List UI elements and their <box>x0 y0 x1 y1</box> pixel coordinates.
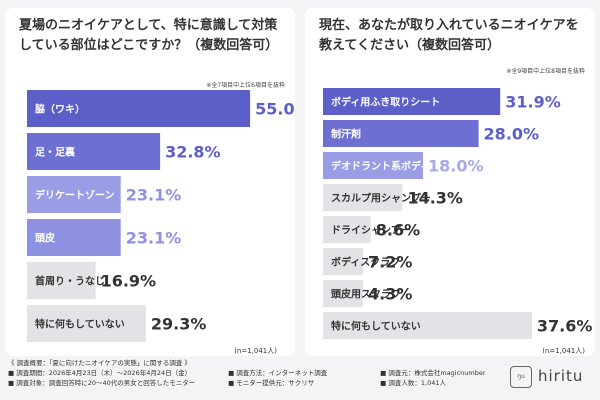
bar-1-6 <box>323 280 363 307</box>
bar-1-0 <box>323 88 501 115</box>
logo-mark-icon: ŋu <box>510 366 532 388</box>
survey-footer: 《 調査概要：「夏に向けたニオイケアの実態」に関する調査 》 ■ 調査期間：20… <box>8 358 508 388</box>
bar-label-1-6: 頭皮用スクラブ <box>331 288 401 301</box>
right-question-title: 現在、あなたが取り入れているニオイケアを教えてください（複数回答可） <box>319 18 579 53</box>
hiritu-logo: ŋu hiritu <box>510 364 596 392</box>
left-chart-panel: 夏場のニオイケアとして、特に意識して対策している部位はどこですか？（複数回答可）… <box>5 8 295 356</box>
logo-text: hiritu <box>538 367 584 385</box>
bar-value-1-6: 4.3% <box>368 285 412 304</box>
bar-label-1-3: スカルプ用シャンプー <box>331 192 431 205</box>
bar-label-0-3: 頭皮 <box>35 232 55 245</box>
bar-0-0 <box>27 90 251 127</box>
bar-value-1-1: 28.0% <box>484 125 540 144</box>
bar-value-1-3: 14.3% <box>407 189 463 208</box>
bar-label-1-1: 制汗剤 <box>331 128 361 141</box>
bar-label-1-5: ボディスクラブ <box>331 256 400 269</box>
bar-0-3 <box>27 219 121 256</box>
bar-value-1-7: 37.6% <box>537 317 593 336</box>
bar-value-1-5: 7.2% <box>368 253 412 272</box>
bar-0-4 <box>27 262 96 299</box>
bar-value-0-5: 29.3% <box>151 315 207 334</box>
footer-count: ■ 調査人数：1,041人 <box>380 379 446 387</box>
footer-period: ■ 調査期間：2026年4月23日（木）〜2026年4月24日（金） <box>8 369 192 377</box>
bar-value-0-2: 23.1% <box>126 186 182 205</box>
footer-method: ■ 調査方法：インターネット調査 <box>228 369 328 377</box>
right-bar-chart: ボディ用ふき取りシート 31.9% 制汗剤 28.0% デオドラント系ボディソープ18.… <box>323 88 593 339</box>
left-note: ※全7項目中上位6項目を抜粋 <box>206 82 285 89</box>
bar-label-0-5: 特に何もしていない <box>35 318 125 331</box>
bar-label-1-7: 特に何もしていない <box>331 320 421 333</box>
right-chart-panel: 現在、あなたが取り入れているニオイケアを教えてください（複数回答可） ※全9項目… <box>305 8 595 356</box>
right-sample-size: (n=1,041人) <box>542 347 585 355</box>
bar-1-2 <box>323 152 423 179</box>
bar-label-0-0: 脇（ワキ） <box>35 103 85 116</box>
bar-label-0-2: デリケートゾーン <box>35 189 115 202</box>
bar-1-1 <box>323 120 479 147</box>
bar-value-1-0: 31.9% <box>505 93 561 112</box>
bar-value-0-1: 32.8% <box>165 143 221 162</box>
footer-headline: 《 調査概要：「夏に向けたニオイケアの実態」に関する調査 》 <box>8 359 191 367</box>
bar-value-0-4: 16.9% <box>101 272 157 291</box>
bar-1-3 <box>323 184 403 211</box>
bar-label-0-1: 足・足裏 <box>35 146 76 159</box>
left-bar-chart: 脇（ワキ） 55.0% 足・足裏 32.8% デリケートゾーン 23.1% 頭皮 23.1% 首… <box>27 90 295 342</box>
footer-organizer: ■ 調査元：株式会社magicnumber <box>380 369 486 377</box>
bar-value-1-4: 8.6% <box>376 221 420 240</box>
bar-label-0-4: 首周り・うなじ <box>35 275 105 288</box>
bar-0-2 <box>27 176 121 213</box>
footer-target: ■ 調査対象：調査回答時に20〜40代の男女と回答したモニター <box>8 379 196 387</box>
bar-0-1 <box>27 133 161 170</box>
bar-label-1-4: ドライシャンプー <box>331 224 411 237</box>
bar-1-5 <box>323 248 363 275</box>
bar-label-1-2: デオドラント系ボディソープ <box>331 160 461 173</box>
left-question-title: 夏場のニオイケアとして、特に意識して対策している部位はどこですか？（複数回答可） <box>19 18 279 53</box>
bar-1-7 <box>323 312 532 339</box>
bar-value-0-0: 55.0% <box>255 100 295 119</box>
bar-0-5 <box>27 305 146 342</box>
footer-provider: ■ モニター提供元：サクリサ <box>228 379 315 387</box>
right-note: ※全9項目中上位8項目を抜粋 <box>506 68 585 75</box>
bar-value-0-3: 23.1% <box>126 229 182 248</box>
bar-value-1-2: 18.0% <box>428 157 484 176</box>
left-sample-size: (n=1,041人) <box>234 347 277 355</box>
bar-label-1-0: ボディ用ふき取りシート <box>331 96 440 109</box>
bar-1-4 <box>323 216 371 243</box>
